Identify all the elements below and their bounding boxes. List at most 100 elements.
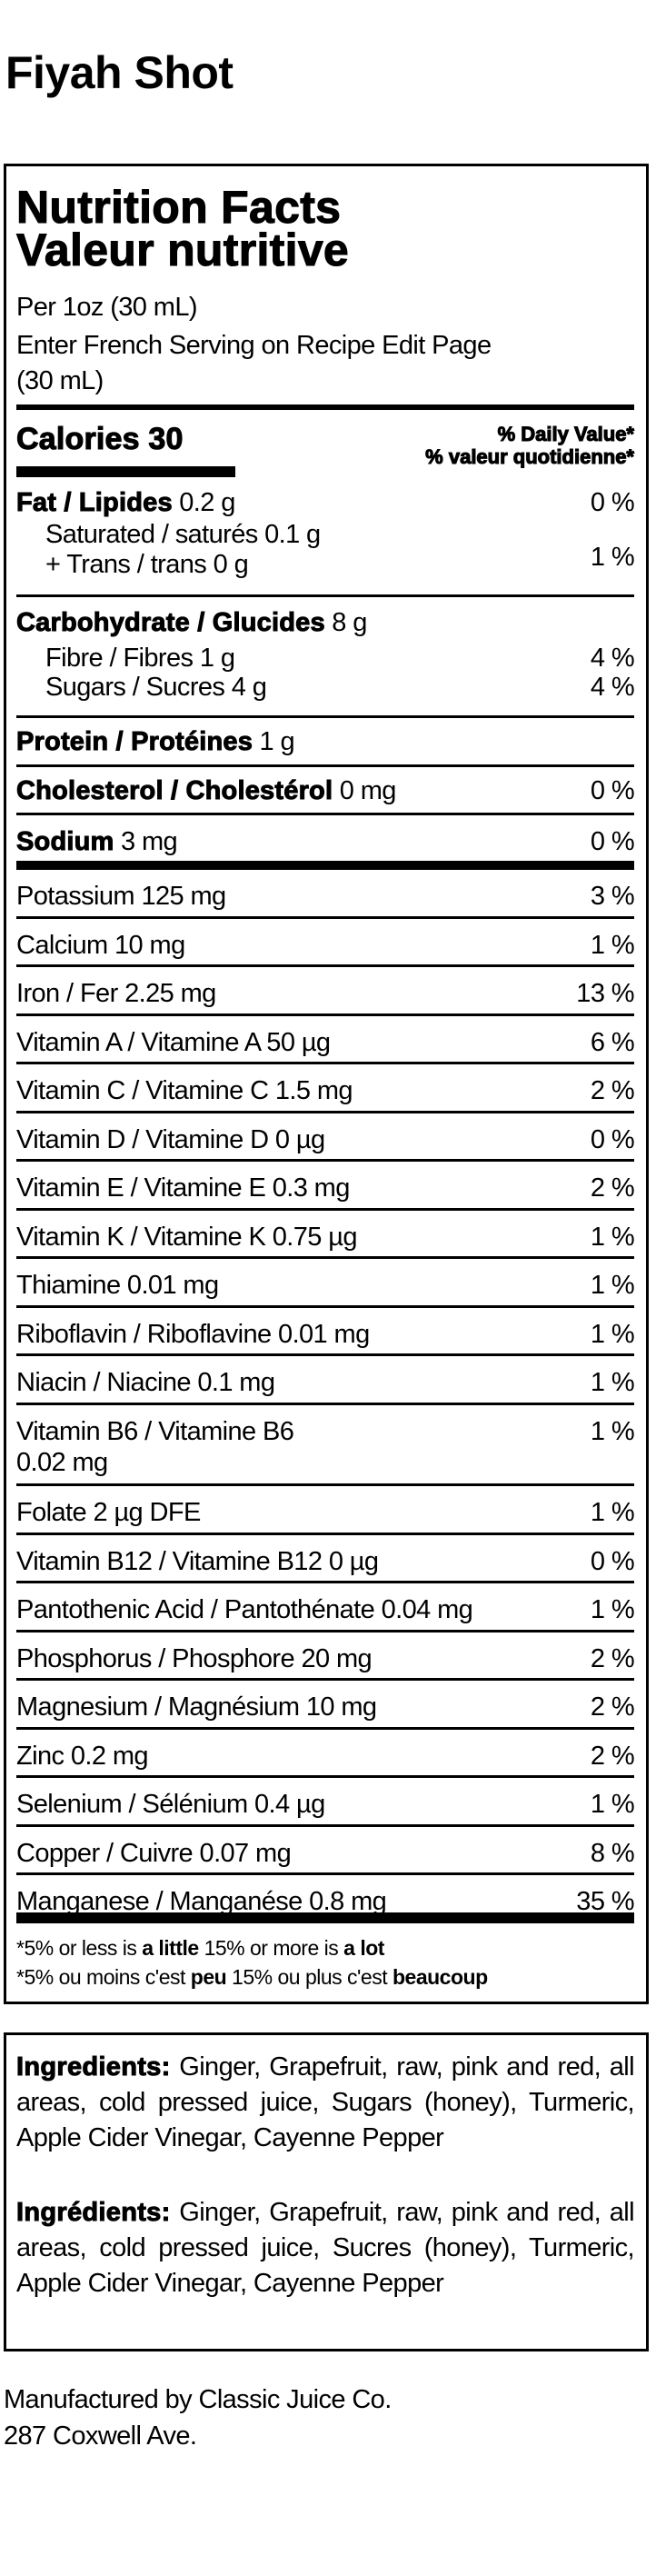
- sugars-row: Sugars / Sucres 4 g: [45, 673, 267, 702]
- micronutrient-row: Vitamin B12 / Vitamine B12 0 µg: [16, 1546, 379, 1576]
- divider: [16, 1062, 634, 1064]
- divider: [16, 1483, 634, 1486]
- micronutrient-dv: 8 %: [590, 1838, 635, 1868]
- fat-label: Fat / Lipides: [16, 488, 174, 517]
- divider: [16, 1823, 634, 1827]
- manufacturer-name: Manufactured by Classic Juice Co.: [4, 2385, 392, 2414]
- divider: [16, 1532, 634, 1535]
- micronutrient-dv: 1 %: [590, 1368, 635, 1397]
- divider: [16, 1402, 634, 1405]
- micronutrient-dv: 2 %: [590, 1741, 635, 1771]
- divider: [16, 715, 634, 718]
- micronutrient-row: Copper / Cuivre 0.07 mg: [16, 1838, 292, 1868]
- divider-bar: [16, 1912, 634, 1923]
- divider: [16, 964, 634, 967]
- micronutrient-dv: 2 %: [590, 1076, 635, 1105]
- divider: [16, 1353, 634, 1356]
- micronutrient-row: Pantothenic Acid / Pantothénate 0.04 mg: [16, 1595, 473, 1624]
- ingredients-en: Ingredients: Ginger, Grapefruit, raw, pi…: [16, 2050, 635, 2156]
- micronutrient-dv: 3 %: [590, 882, 635, 911]
- micronutrient-dv: 1 %: [590, 1498, 635, 1527]
- cholesterol-amount: 0 mg: [339, 776, 397, 805]
- micronutrient-dv: 13 %: [576, 979, 634, 1008]
- divider: [16, 764, 634, 767]
- cholesterol-label: Cholesterol / Cholestérol: [15, 776, 333, 805]
- carbohydrate-row: Carbohydrate / Glucides 8 g: [16, 608, 368, 637]
- fat-amount: 0.2 g: [179, 488, 235, 517]
- micronutrient-row: Vitamin K / Vitamine K 0.75 µg: [16, 1222, 357, 1252]
- micronutrient-row: Calcium 10 mg: [16, 930, 185, 960]
- protein-label: Protein / Protéines: [15, 727, 253, 756]
- footnote-emphasis: beaucoup: [393, 1965, 488, 1989]
- manufacturer-address: 287 Coxwell Ave.: [4, 2421, 197, 2451]
- footnote-text: 15% or more is: [198, 1936, 344, 1960]
- carbohydrate-label: Carbohydrate / Glucides: [16, 608, 326, 637]
- protein-row: Protein / Protéines 1 g: [15, 727, 295, 756]
- ingredients-fr: Ingrédients: Ginger, Grapefruit, raw, pi…: [16, 2195, 635, 2301]
- divider-thick: [16, 404, 634, 410]
- divider: [16, 1629, 634, 1632]
- footnote-text: *5% ou moins c'est: [16, 1965, 191, 1989]
- cholesterol-dv: 0 %: [590, 776, 635, 805]
- nutrition-facts-panel: [4, 164, 649, 2004]
- serving-size-ml: (30 mL): [16, 366, 104, 395]
- micronutrient-row: Vitamin E / Vitamine E 0.3 mg: [16, 1173, 350, 1203]
- footnote-text: *5% or less is: [16, 1936, 143, 1960]
- sodium-dv: 0 %: [590, 827, 635, 856]
- micronutrient-dv: 2 %: [590, 1173, 635, 1203]
- fat-row: Fat / Lipides 0.2 g: [16, 488, 236, 517]
- micronutrient-row: Magnesium / Magnésium 10 mg: [16, 1692, 377, 1722]
- micronutrient-dv: 1 %: [590, 930, 635, 960]
- cholesterol-row: Cholesterol / Cholestérol 0 mg: [15, 776, 397, 805]
- daily-value-header-fr: % valeur quotidienne*: [425, 445, 635, 468]
- divider: [16, 915, 634, 919]
- ingredients-label-fr: Ingrédients:: [16, 2198, 171, 2228]
- protein-amount: 1 g: [259, 727, 295, 756]
- micronutrient-row: Iron / Fer 2.25 mg: [16, 979, 216, 1008]
- micronutrient-dv: 1 %: [590, 1319, 635, 1349]
- ingredients-panel: [4, 2032, 649, 2351]
- saturated-row: Saturated / saturés 0.1 g: [45, 520, 321, 549]
- divider: [16, 1872, 634, 1875]
- divider: [16, 594, 634, 597]
- micronutrient-row: Manganese / Manganése 0.8 mg: [16, 1887, 387, 1916]
- micronutrient-row: Potassium 125 mg: [16, 882, 226, 911]
- calories-bar: [16, 466, 235, 477]
- micronutrient-dv: 0 %: [590, 1546, 635, 1576]
- micronutrient-dv: 2 %: [590, 1643, 635, 1673]
- footnote-emphasis: a lot: [343, 1936, 384, 1960]
- divider: [16, 813, 634, 815]
- divider: [16, 1581, 634, 1583]
- micronutrient-row: Folate 2 µg DFE: [16, 1498, 201, 1527]
- divider: [16, 1775, 634, 1778]
- footnote-fr: *5% ou moins c'est peu 15% ou plus c'est…: [16, 1966, 488, 1988]
- footnote-emphasis: peu: [190, 1965, 227, 1989]
- divider: [16, 1159, 634, 1162]
- micronutrient-row: Thiamine 0.01 mg: [16, 1271, 219, 1300]
- divider: [16, 1207, 634, 1211]
- micronutrient-dv: 2 %: [590, 1692, 635, 1722]
- sat-trans-dv: 1 %: [590, 543, 635, 572]
- daily-value-header-en: % Daily Value*: [497, 423, 635, 445]
- serving-size-french-note: Enter French Serving on Recipe Edit Page: [16, 331, 492, 360]
- fibre-dv: 4 %: [590, 644, 635, 673]
- sodium-amount: 3 mg: [121, 827, 178, 856]
- micronutrient-dv: 1 %: [590, 1595, 635, 1624]
- calories: Calories 30: [15, 422, 184, 456]
- sodium-label: Sodium: [16, 827, 114, 856]
- micronutrient-dv: 1 %: [590, 1222, 635, 1252]
- nutrition-facts-heading: Nutrition Facts: [15, 182, 342, 233]
- micronutrient-dv: 35 %: [576, 1887, 634, 1916]
- fibre-row: Fibre / Fibres 1 g: [45, 644, 235, 673]
- ingredients-label-en: Ingredients:: [16, 2052, 171, 2082]
- divider-bar: [16, 861, 634, 870]
- micronutrient-row: Phosphorus / Phosphore 20 mg: [16, 1643, 373, 1673]
- footnote-text: 15% ou plus c'est: [226, 1965, 393, 1989]
- micronutrient-row: Vitamin C / Vitamine C 1.5 mg: [16, 1076, 353, 1105]
- product-title: Fiyah Shot: [5, 47, 234, 98]
- micronutrient-dv: 0 %: [590, 1124, 635, 1154]
- carbohydrate-amount: 8 g: [332, 608, 367, 637]
- serving-size: Per 1oz (30 mL): [16, 293, 198, 322]
- divider: [16, 1013, 634, 1016]
- divider: [16, 1256, 634, 1259]
